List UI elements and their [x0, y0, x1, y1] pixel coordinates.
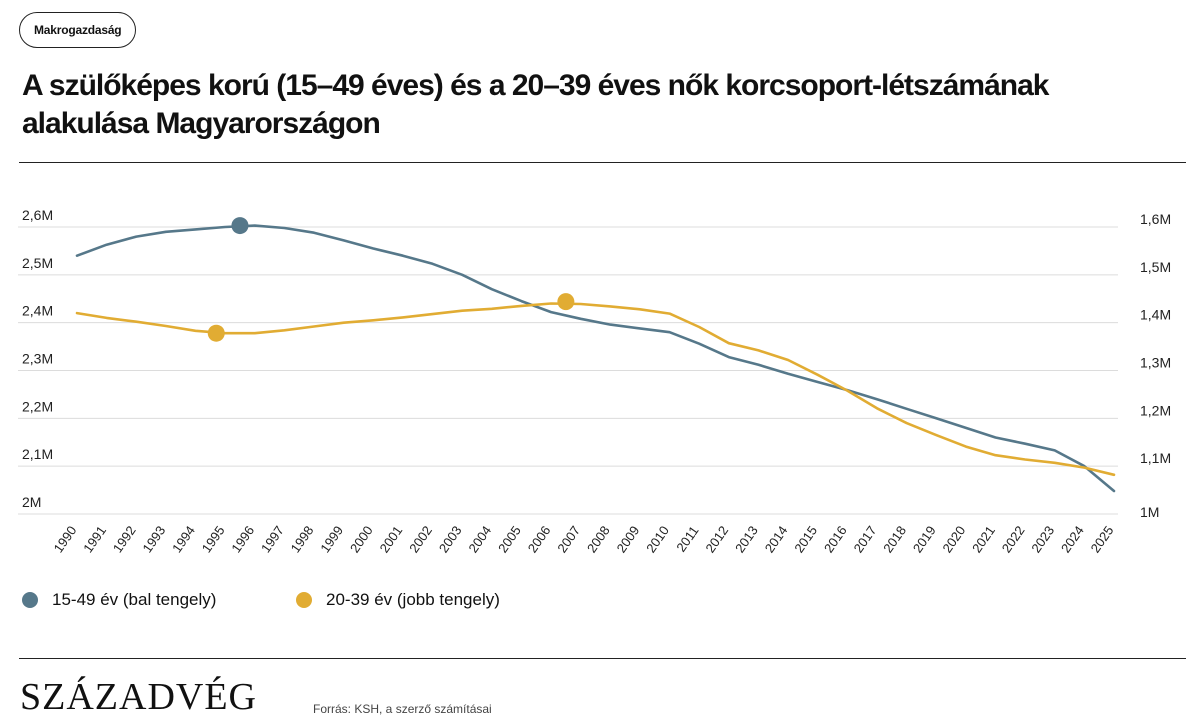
x-tick-label: 2007: [554, 523, 583, 555]
right-tick-label: 1,2M: [1140, 402, 1171, 418]
highlight-marker-20-39: [207, 324, 225, 342]
legend-item-20-39: 20-39 év (jobb tengely): [296, 590, 500, 610]
x-tick-label: 2023: [1028, 523, 1057, 555]
highlight-marker-20-39: [557, 293, 575, 311]
x-tick-label: 2018: [880, 523, 909, 555]
page-title: A szülőképes korú (15–49 éves) és a 20–3…: [22, 69, 1049, 140]
x-tick-label: 1999: [317, 523, 346, 555]
x-tick-label: 2022: [999, 523, 1028, 555]
x-tick-label: 2020: [939, 523, 968, 555]
left-tick-label: 2,5M: [22, 255, 53, 271]
x-tick-label: 2001: [376, 523, 405, 555]
x-tick-label: 2008: [584, 523, 613, 555]
x-tick-label: 2002: [406, 523, 435, 555]
category-tag[interactable]: Makrogazdaság: [19, 12, 137, 48]
x-tick-label: 1998: [288, 523, 317, 555]
x-tick-label: 2003: [436, 523, 465, 555]
x-tick-label: 1991: [80, 523, 109, 555]
x-tick-label: 2010: [643, 523, 672, 555]
legend-label-15-49: 15-49 év (bal tengely): [52, 590, 217, 609]
x-tick-label: 2005: [495, 523, 524, 555]
series-line-15-49: [75, 224, 1116, 493]
left-tick-label: 2,4M: [22, 303, 53, 319]
x-tick-label: 2025: [1088, 523, 1117, 555]
x-tick-label: 2012: [702, 523, 731, 555]
right-tick-label: 1,5M: [1140, 259, 1171, 275]
peak-marker-15-49: [231, 217, 249, 235]
grid-lines: [18, 226, 1118, 515]
x-tick-label: 2000: [347, 523, 376, 555]
x-tick-label: 1992: [110, 523, 139, 555]
x-tick-label: 2017: [851, 523, 880, 555]
right-tick-label: 1,1M: [1140, 450, 1171, 466]
x-tick-label: 2006: [525, 523, 554, 555]
legend-marker-20-39: [296, 592, 312, 608]
x-tick-label: 2015: [791, 523, 820, 555]
x-tick-label: 2009: [614, 523, 643, 555]
brand-logo: SZÁZADVÉG: [20, 676, 257, 718]
right-tick-label: 1,6M: [1140, 211, 1171, 227]
left-tick-label: 2,2M: [22, 398, 53, 414]
x-tick-label: 2014: [762, 523, 791, 555]
x-tick-label: 1995: [199, 523, 228, 555]
left-tick-label: 2,6M: [22, 207, 53, 223]
x-tick-label: 1996: [228, 523, 257, 555]
x-axis: 1990 1991 1992 1993 1994 1995 1996 1997 1998 1999…: [51, 523, 1117, 555]
x-tick-label: 2021: [969, 523, 998, 555]
x-tick-label: 1994: [169, 523, 198, 555]
top-divider: [19, 162, 1186, 163]
series-layer: [75, 217, 1116, 493]
x-tick-label: 2016: [821, 523, 850, 555]
right-tick-label: 1,3M: [1140, 355, 1171, 371]
legend-item-15-49: 15-49 év (bal tengely): [22, 590, 216, 610]
category-tag-label: Makrogazdaság: [34, 23, 122, 37]
x-tick-label: 1993: [139, 523, 168, 555]
x-tick-label: 2024: [1058, 523, 1087, 555]
source-note: Forrás: KSH, a szerző számításai: [313, 702, 492, 716]
x-tick-label: 1990: [51, 523, 80, 555]
legend-label-20-39: 20-39 év (jobb tengely): [326, 590, 500, 609]
series-line-20-39: [75, 302, 1116, 477]
right-axis: 1M 1,1M 1,2M 1,3M 1,4M 1,5M 1,6M: [1140, 211, 1171, 520]
bottom-divider: [19, 658, 1186, 659]
x-tick-label: 1997: [258, 523, 287, 555]
x-tick-label: 2019: [910, 523, 939, 555]
left-axis: 2M 2,1M 2,2M 2,3M 2,4M 2,5M 2,6M: [22, 207, 53, 510]
left-tick-label: 2,3M: [22, 351, 53, 367]
x-tick-label: 2004: [465, 523, 494, 555]
right-tick-label: 1M: [1140, 504, 1159, 520]
legend-marker-15-49: [22, 592, 38, 608]
x-tick-label: 2013: [732, 523, 761, 555]
x-tick-label: 2011: [673, 523, 701, 555]
line-chart: 2M 2,1M 2,2M 2,3M 2,4M 2,5M 2,6M 1M 1,1M 1,2M 1,3…: [18, 207, 1171, 555]
left-tick-label: 2,1M: [22, 446, 53, 462]
left-tick-label: 2M: [22, 494, 41, 510]
right-tick-label: 1,4M: [1140, 307, 1171, 323]
